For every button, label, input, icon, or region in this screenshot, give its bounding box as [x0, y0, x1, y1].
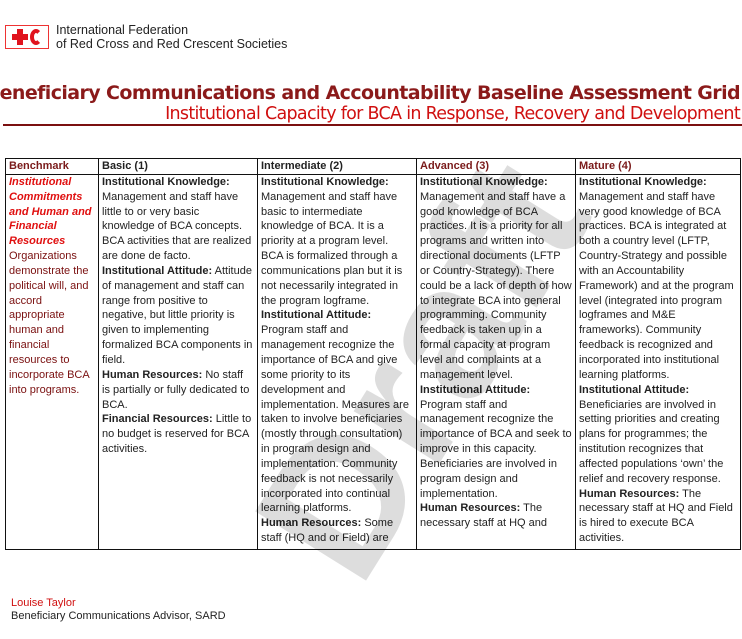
- criterion: Human Resources: The necessary staff at …: [579, 487, 737, 546]
- criterion-text: The necessary staff at HQ and: [420, 502, 547, 530]
- author-name: Louise Taylor: [11, 597, 76, 609]
- header-row: Benchmark Basic (1) Intermediate (2) Adv…: [5, 158, 741, 175]
- criterion: Financial Resources: Little to no budget…: [102, 412, 254, 457]
- title-divider: [3, 124, 742, 126]
- header-basic: Basic (1): [98, 158, 258, 175]
- criterion-text: Program staff and management recognize t…: [420, 398, 572, 500]
- criterion-text: Some staff (HQ and or Field) are: [261, 517, 394, 545]
- criterion: Institutional Knowledge: Management and …: [579, 175, 737, 382]
- org-name-line1: International Federation: [56, 23, 189, 37]
- criterion: Human Resources: The necessary staff at …: [420, 501, 572, 531]
- criterion-text: Attitude of management and staff can ran…: [102, 264, 253, 366]
- org-name-line2: of Red Cross and Red Crescent Societies: [56, 37, 288, 51]
- criterion-label: Human Resources:: [579, 487, 680, 500]
- criterion: Institutional Attitude: Program staff an…: [261, 308, 413, 516]
- criterion: Institutional Attitude: Attitude of mana…: [102, 264, 254, 368]
- author-role: Beneficiary Communications Advisor, SARD: [11, 610, 226, 622]
- criterion-text: Little to no budget is reserved for BCA …: [102, 413, 252, 456]
- criterion-text: No staff is partially or fully dedicated…: [102, 368, 250, 411]
- criterion-label: Institutional Knowledge:: [420, 175, 548, 188]
- criterion-text: Management and staff have a good knowled…: [420, 190, 572, 381]
- criterion-label: Institutional Knowledge:: [102, 175, 230, 188]
- criterion-text: Program staff and management recognize t…: [261, 324, 409, 515]
- criterion-text: Beneficiaries are involved in setting pr…: [579, 398, 724, 485]
- assessment-grid: Benchmark Basic (1) Intermediate (2) Adv…: [5, 158, 741, 550]
- header-advanced: Advanced (3): [416, 158, 576, 175]
- benchmark-cell: Institutional Commitments and Human and …: [5, 173, 99, 550]
- criterion-text: The necessary staff at HQ and Field is h…: [579, 487, 733, 545]
- document-subtitle: Institutional Capacity for BCA in Respon…: [165, 104, 741, 124]
- advanced-cell: Institutional Knowledge: Management and …: [416, 173, 576, 550]
- criterion-label: Institutional Knowledge:: [261, 175, 389, 188]
- criterion: Institutional Attitude: Beneficiaries ar…: [579, 383, 737, 487]
- criterion-label: Human Resources:: [102, 368, 203, 381]
- ifrc-logo: International Federation of Red Cross an…: [5, 23, 287, 51]
- criterion-label: Institutional Attitude:: [579, 383, 690, 396]
- criterion: Human Resources: No staff is partially o…: [102, 368, 254, 413]
- red-crescent-icon: [30, 29, 42, 45]
- criterion: Institutional Knowledge: Management and …: [420, 175, 572, 382]
- criterion-label: Institutional Knowledge:: [579, 175, 707, 188]
- benchmark-heading: Institutional Commitments and Human and …: [9, 175, 92, 248]
- org-name: International Federation of Red Cross an…: [56, 23, 287, 51]
- criterion: Institutional Knowledge: Management and …: [261, 175, 413, 308]
- mature-cell: Institutional Knowledge: Management and …: [575, 173, 741, 550]
- criterion-label: Institutional Attitude:: [102, 264, 213, 277]
- criterion-label: Human Resources:: [420, 502, 521, 515]
- header-benchmark: Benchmark: [5, 158, 99, 175]
- header-intermediate: Intermediate (2): [257, 158, 417, 175]
- criterion: Institutional Knowledge: Management and …: [102, 175, 254, 264]
- criterion-label: Human Resources:: [261, 517, 362, 530]
- criterion-text: Management and staff have basic to inter…: [261, 190, 403, 307]
- criterion: Institutional Attitude: Program staff an…: [420, 383, 572, 502]
- document-title: Beneficiary Communications and Accountab…: [0, 82, 741, 104]
- header-mature: Mature (4): [575, 158, 741, 175]
- basic-cell: Institutional Knowledge: Management and …: [98, 173, 258, 550]
- red-cross-crescent-icon: [5, 25, 49, 49]
- criterion-text: Management and staff have very good know…: [579, 190, 734, 381]
- criterion-label: Institutional Attitude:: [420, 383, 531, 396]
- intermediate-cell: Institutional Knowledge: Management and …: [257, 173, 417, 550]
- benchmark-text: Organizations demonstrate the political …: [9, 250, 90, 396]
- criterion-label: Institutional Attitude:: [261, 309, 372, 322]
- criterion-text: Management and staff have little to or v…: [102, 190, 252, 263]
- table-row: Institutional Commitments and Human and …: [5, 173, 741, 550]
- criterion-label: Financial Resources:: [102, 413, 213, 426]
- criterion: Human Resources: Some staff (HQ and or F…: [261, 516, 413, 546]
- red-cross-icon: [12, 29, 28, 45]
